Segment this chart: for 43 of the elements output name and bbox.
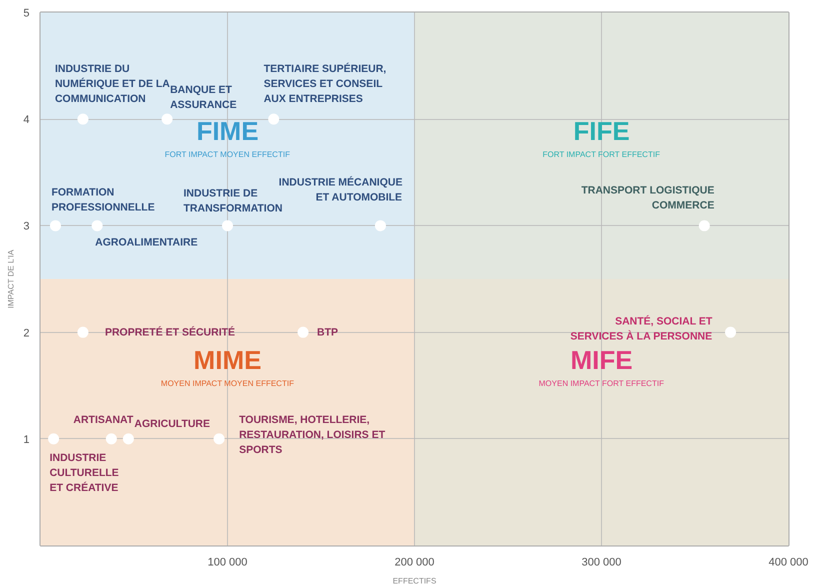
y-axis-title: IMPACT DE L'IA: [6, 249, 16, 308]
annotation: SANTÉ, SOCIAL ET SERVICES À LA PERSONNE: [570, 314, 713, 342]
annotation: PROPRETÉ ET SÉCURITÉ: [104, 325, 236, 338]
y-tick-label: 3: [23, 220, 30, 233]
point: [298, 326, 309, 338]
x-tick-label: 100 000: [208, 556, 248, 568]
x-tick-label: 300 000: [582, 556, 622, 568]
point: [162, 114, 173, 125]
annotation: TERTIAIRE SUPÉRIEUR, SERVICES ET CONSEIL AUX ENTREPRISES: [264, 62, 386, 106]
annotation: TRANSPORT LOGISTIQUE COMMERCE: [581, 184, 714, 212]
point: [374, 220, 386, 232]
annotation: AGRICULTURE: [134, 418, 210, 430]
point: [50, 220, 61, 232]
point: [122, 433, 134, 444]
point: [48, 433, 60, 444]
point: [725, 326, 736, 338]
y-tick-label: 4: [23, 114, 30, 126]
y-tick-label: 2: [23, 327, 30, 340]
annotation: INDUSTRIE CULTURELLE ET CRÉATIVE: [50, 452, 119, 494]
annotation: FIFE FORT IMPACT FORT EFFECTIF: [542, 116, 660, 159]
point: [698, 220, 710, 232]
annotation: MIME MOYEN IMPACT MOYEN EFFECTIF: [160, 344, 294, 388]
point: [77, 114, 88, 125]
x-axis-title: EFFECTIFS: [392, 576, 436, 586]
annotation: INDUSTRIE DU NUMÉRIQUE ET DE LA COMMUNICATION: [54, 63, 170, 106]
annotation: AGROALIMENTAIRE: [95, 236, 198, 249]
annotation: BTP: [317, 326, 338, 338]
point: [214, 433, 225, 444]
annotation: BANQUE ET ASSURANCE: [170, 84, 237, 112]
annotation: FIME FORT IMPACT MOYEN EFFECTIF: [164, 116, 290, 159]
x-tick-label: 200 000: [394, 556, 434, 568]
point: [77, 326, 88, 338]
annotation: FORMATION PROFESSIONNELLE: [51, 186, 155, 214]
y-tick-label: 5: [23, 8, 30, 20]
y-tick-label: 1: [23, 434, 30, 446]
point: [268, 114, 280, 125]
annotation: ARTISANAT: [73, 414, 134, 426]
annotation: MIFE MOYEN IMPACT FORT EFFECTIF: [538, 344, 664, 388]
x-tick-label: 400 000: [768, 556, 808, 568]
point: [106, 433, 117, 444]
point: [222, 220, 233, 232]
point: [92, 220, 103, 232]
annotation: TOURISME, HOTELLERIE, RESTAURATION, LOISIRS ET SPORTS: [239, 414, 386, 456]
